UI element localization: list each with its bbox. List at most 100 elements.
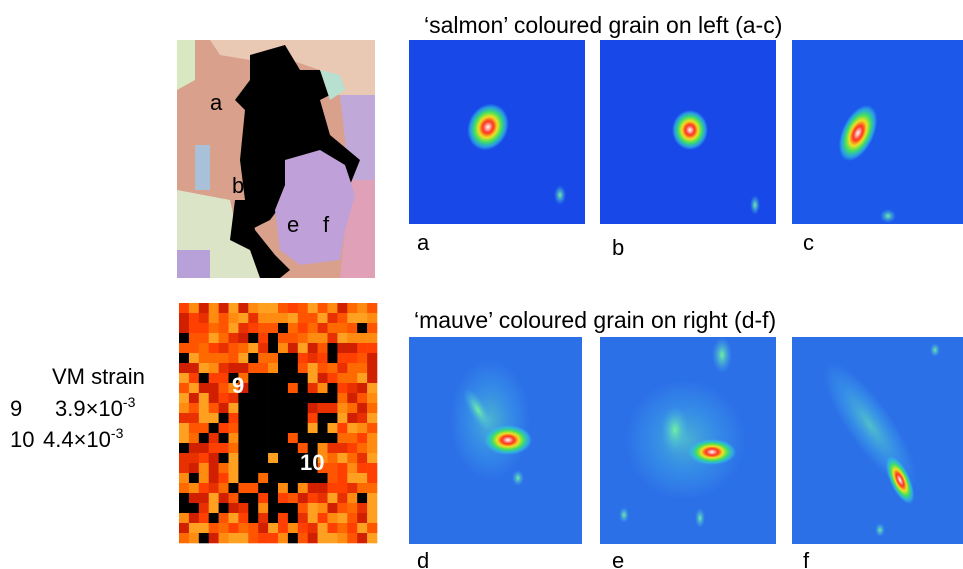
strain-pixel <box>209 313 219 323</box>
strain-pixel <box>288 303 298 313</box>
grain-label: f <box>323 212 330 237</box>
strain-pixel <box>367 363 377 373</box>
strain-pixel <box>179 453 189 463</box>
strain-pixel <box>199 443 209 453</box>
strain-pixel <box>357 313 367 323</box>
strain-value: 4.4×10-3 <box>43 425 124 452</box>
strain-pixel <box>268 403 278 413</box>
strain-pixel <box>347 493 357 503</box>
strain-pixel <box>248 533 258 543</box>
strain-pixel <box>199 423 209 433</box>
strain-pixel <box>229 493 239 503</box>
strain-pixel <box>367 333 377 343</box>
strain-pixel <box>357 393 367 403</box>
strain-pixel <box>357 473 367 483</box>
strain-pixel <box>209 403 219 413</box>
strain-pixel <box>258 403 268 413</box>
strain-pixel <box>357 493 367 503</box>
diffraction-image <box>792 40 963 224</box>
strain-pixel <box>288 353 298 363</box>
strain-pixel <box>337 513 347 523</box>
strain-pixel <box>219 533 229 543</box>
strain-pixel <box>328 363 338 373</box>
strain-pixel <box>278 533 288 543</box>
strain-pixel <box>278 343 288 353</box>
strain-pixel <box>229 423 239 433</box>
strain-pixel <box>318 313 328 323</box>
strain-pixel <box>199 523 209 533</box>
strain-pixel <box>357 503 367 513</box>
spot <box>880 209 896 223</box>
panel-label: e <box>612 548 624 569</box>
strain-pixel <box>238 343 248 353</box>
strain-pixel <box>209 343 219 353</box>
strain-pixel <box>328 353 338 363</box>
strain-pixel <box>367 413 377 423</box>
strain-pixel <box>318 433 328 443</box>
strain-pixel <box>209 443 219 453</box>
strain-pixel <box>209 513 219 523</box>
strain-pixel <box>347 353 357 363</box>
strain-pixel <box>278 323 288 333</box>
strain-pixel <box>367 503 377 513</box>
strain-pixel <box>229 333 239 343</box>
strain-pixel <box>298 363 308 373</box>
strain-pixel <box>199 353 209 363</box>
strain-pixel <box>347 363 357 373</box>
strain-pixel <box>258 363 268 373</box>
strain-pixel <box>357 533 367 543</box>
strain-pixel <box>328 433 338 443</box>
strain-pixel <box>367 533 377 543</box>
strain-pixel <box>219 463 229 473</box>
strain-pixel <box>199 383 209 393</box>
strain-pixel <box>308 333 318 343</box>
strain-pixel <box>278 333 288 343</box>
strain-pixel <box>258 373 268 383</box>
spot <box>512 470 524 486</box>
strain-pixel <box>288 493 298 503</box>
strain-pixel <box>199 343 209 353</box>
spot <box>554 185 566 205</box>
strain-pixel <box>199 463 209 473</box>
spot <box>695 508 705 528</box>
strain-pixel <box>308 433 318 443</box>
strain-pixel <box>288 473 298 483</box>
strain-pixel <box>199 473 209 483</box>
strain-pixel <box>328 373 338 383</box>
strain-pixel <box>278 403 288 413</box>
strain-pixel <box>367 423 377 433</box>
strain-pixel <box>347 393 357 403</box>
strain-pixel <box>219 363 229 373</box>
strain-pixel <box>278 503 288 513</box>
strain-pixel <box>189 453 199 463</box>
strain-pixel <box>189 403 199 413</box>
strain-pixel <box>308 533 318 543</box>
strain-pixel <box>219 343 229 353</box>
strain-pixel <box>219 393 229 403</box>
strain-pixel <box>278 363 288 373</box>
spot <box>661 406 689 454</box>
strain-pixel <box>268 533 278 543</box>
strain-pixel <box>248 423 258 433</box>
diffraction-image <box>792 337 963 544</box>
strain-pixel <box>219 493 229 503</box>
strain-pixel <box>199 533 209 543</box>
strain-pixel <box>209 303 219 313</box>
strain-pixel <box>258 513 268 523</box>
strain-pixel <box>318 333 328 343</box>
strain-pixel <box>199 403 209 413</box>
strain-pixel <box>199 333 209 343</box>
strain-pixel <box>268 323 278 333</box>
strain-pixel <box>328 443 338 453</box>
strain-pixel <box>229 303 239 313</box>
strain-pixel <box>347 483 357 493</box>
strain-pixel <box>367 463 377 473</box>
strain-pixel <box>179 353 189 363</box>
strain-pixel <box>248 473 258 483</box>
strain-pixel <box>328 533 338 543</box>
strain-pixel <box>278 413 288 423</box>
strain-pixel <box>298 523 308 533</box>
strain-pixel <box>219 373 229 383</box>
strain-pixel <box>357 423 367 433</box>
strain-pixel <box>367 373 377 383</box>
